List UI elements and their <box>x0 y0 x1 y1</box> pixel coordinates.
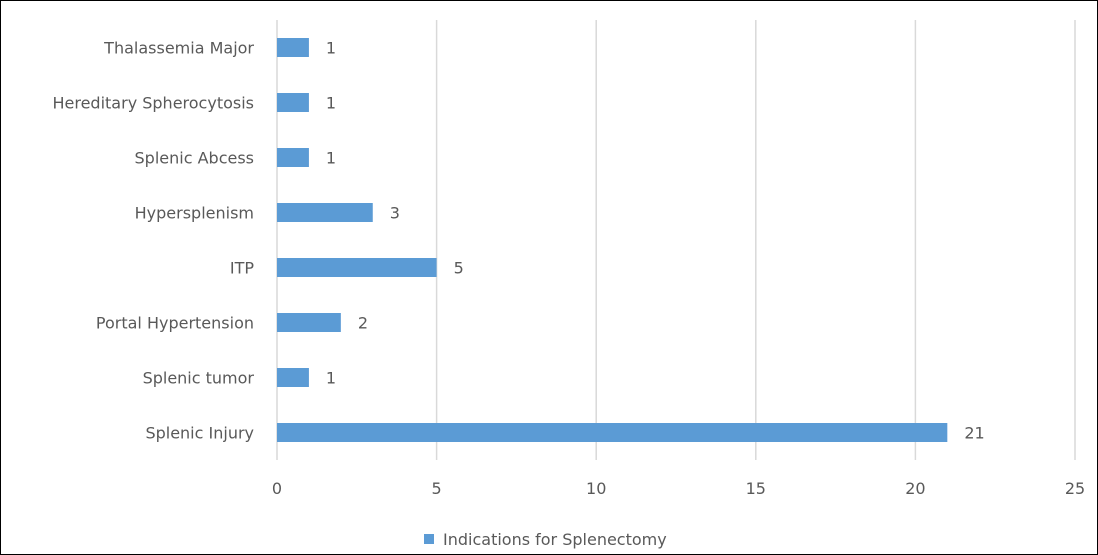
data-label: 1 <box>326 369 336 388</box>
x-tick-label: 15 <box>746 479 766 498</box>
x-tick-label: 20 <box>905 479 925 498</box>
data-label: 5 <box>454 259 464 278</box>
bar <box>277 38 309 57</box>
category-label: Splenic Injury <box>145 424 254 443</box>
x-tick-label: 5 <box>432 479 442 498</box>
legend-swatch <box>424 534 434 544</box>
legend: Indications for Splenectomy <box>424 530 667 549</box>
legend-label: Indications for Splenectomy <box>443 530 667 549</box>
bar <box>277 423 948 442</box>
bar <box>277 313 341 332</box>
bar <box>277 93 309 112</box>
x-tick-label: 25 <box>1065 479 1085 498</box>
x-tick-label: 0 <box>272 479 282 498</box>
data-label: 1 <box>326 39 336 58</box>
category-label: Thalassemia Major <box>103 39 254 58</box>
bar <box>277 258 437 277</box>
category-label: Portal Hypertension <box>96 314 254 333</box>
category-label: Splenic tumor <box>143 369 255 388</box>
data-label: 21 <box>964 424 984 443</box>
data-label: 1 <box>326 94 336 113</box>
category-label: ITP <box>230 259 254 278</box>
category-label: Hypersplenism <box>135 204 254 223</box>
bar <box>277 368 309 387</box>
x-tick-label: 10 <box>586 479 606 498</box>
category-label: Splenic Abcess <box>135 149 254 168</box>
bars <box>277 38 948 442</box>
bar <box>277 148 309 167</box>
data-label: 2 <box>358 314 368 333</box>
gridlines <box>276 20 1076 460</box>
data-label: 1 <box>326 149 336 168</box>
bar <box>277 203 373 222</box>
data-label: 3 <box>390 204 400 223</box>
category-label: Hereditary Spherocytosis <box>52 94 254 113</box>
